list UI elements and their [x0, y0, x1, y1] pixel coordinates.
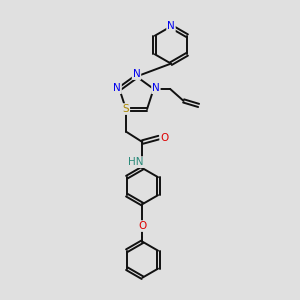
Text: O: O	[160, 133, 168, 142]
Text: N: N	[113, 83, 121, 93]
Text: HN: HN	[128, 157, 144, 167]
Text: N: N	[167, 21, 175, 32]
Text: N: N	[133, 69, 140, 79]
Text: O: O	[138, 221, 146, 231]
Text: N: N	[152, 83, 160, 93]
Text: S: S	[123, 104, 129, 114]
